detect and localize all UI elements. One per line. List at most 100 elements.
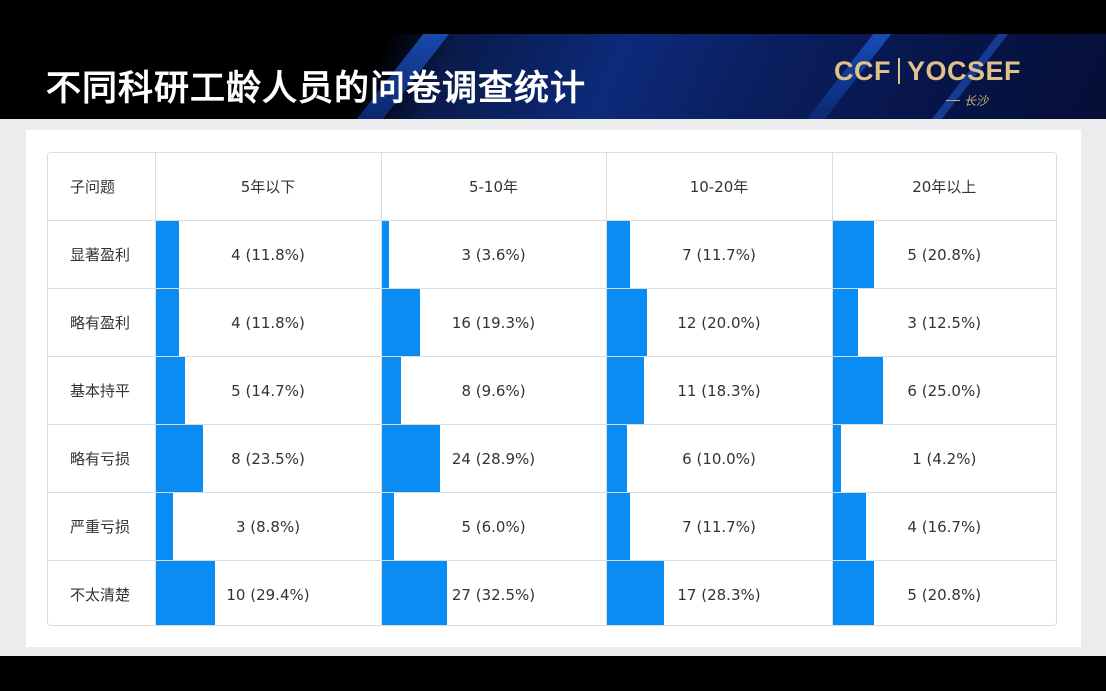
cell-value: 4 (11.8%) <box>231 313 305 332</box>
page-title: 不同科研工龄人员的问卷调查统计 <box>46 69 587 109</box>
column-header: 5-10年 <box>381 153 607 221</box>
cell-value: 3 (12.5%) <box>907 313 982 332</box>
column-header: 子问题 <box>48 153 156 221</box>
data-cell: 7 (11.7%) <box>606 220 833 289</box>
ccf-yocsef-logo: CCF YOCSEF 长沙 <box>834 56 1099 119</box>
table-row: 略有亏损 8 (23.5%) 24 (28.9%) 6 (10.0%) 1 (4.2%) <box>48 424 1056 493</box>
column-header: 10-20年 <box>606 153 833 221</box>
data-cell: 4 (16.7%) <box>832 492 1056 561</box>
data-cell: 3 (3.6%) <box>381 220 607 289</box>
share-bar <box>832 357 883 424</box>
data-cell: 5 (20.8%) <box>832 220 1056 289</box>
cell-value: 11 (18.3%) <box>677 381 761 400</box>
share-bar <box>606 357 644 424</box>
share-bar <box>155 561 216 625</box>
cell-value: 12 (20.0%) <box>677 313 761 332</box>
logo-ccf-text: CCF <box>834 56 891 86</box>
table-row: 严重亏损 3 (8.8%) 5 (6.0%) 7 (11.7%) 4 (16.7%) <box>48 492 1056 561</box>
column-header: 20年以上 <box>832 153 1056 221</box>
share-bar <box>381 289 421 356</box>
share-bar <box>832 221 875 288</box>
data-cell: 4 (11.8%) <box>155 288 382 357</box>
data-cell: 4 (11.8%) <box>155 220 382 289</box>
cell-value: 5 (6.0%) <box>461 517 526 536</box>
share-bar <box>606 493 631 560</box>
share-bar <box>606 425 627 492</box>
logo-subtitle: 长沙 <box>942 92 988 109</box>
share-bar <box>606 561 664 625</box>
cell-value: 17 (28.3%) <box>677 585 761 604</box>
row-label: 略有盈利 <box>48 288 156 357</box>
column-header: 5年以下 <box>155 153 382 221</box>
cell-value: 24 (28.9%) <box>451 449 536 468</box>
data-cell: 7 (11.7%) <box>606 492 833 561</box>
cell-value: 5 (14.7%) <box>231 381 305 400</box>
cell-value: 1 (4.2%) <box>912 449 977 468</box>
share-bar <box>155 221 180 288</box>
survey-table: 子问题 5年以下 5-10年 10-20年 20年以上 显著盈利 4 (11.8%… <box>47 152 1057 626</box>
cell-value: 16 (19.3%) <box>451 313 536 332</box>
data-cell: 5 (20.8%) <box>832 561 1056 625</box>
logo-yocsef-text: YOCSEF <box>907 56 1022 86</box>
data-cell: 6 (25.0%) <box>832 356 1056 425</box>
data-cell: 10 (29.4%) <box>155 560 382 625</box>
cell-value: 3 (8.8%) <box>235 517 301 536</box>
share-bar <box>381 561 448 625</box>
data-cell: 1 (4.2%) <box>832 424 1056 493</box>
data-cell: 16 (19.3%) <box>381 288 607 357</box>
share-bar <box>381 425 440 492</box>
share-bar <box>381 493 394 560</box>
cell-value: 3 (3.6%) <box>461 245 526 264</box>
slide-header: 不同科研工龄人员的问卷调查统计 CCF YOCSEF 长沙 <box>0 34 1106 119</box>
share-bar <box>155 425 204 492</box>
table-row: 基本持平 5 (14.7%) 8 (9.6%) 11 (18.3%) 6 (25.0%) <box>48 356 1056 425</box>
row-label: 略有亏损 <box>48 424 156 493</box>
data-cell: 24 (28.9%) <box>381 424 607 493</box>
row-label: 基本持平 <box>48 356 156 425</box>
share-bar <box>381 357 401 424</box>
share-bar <box>155 289 180 356</box>
data-cell: 5 (6.0%) <box>381 492 607 561</box>
cell-value: 27 (32.5%) <box>451 585 536 604</box>
share-bar <box>832 425 841 492</box>
cell-value: 5 (20.8%) <box>907 585 982 604</box>
row-label: 显著盈利 <box>48 220 156 289</box>
table-row: 略有盈利 4 (11.8%) 16 (19.3%) 12 (20.0%) 3 (12.5… <box>48 288 1056 357</box>
cell-value: 7 (11.7%) <box>682 517 756 536</box>
top-letterbox <box>0 0 1106 34</box>
data-cell: 6 (10.0%) <box>606 424 833 493</box>
share-bar <box>832 493 867 560</box>
cell-value: 10 (29.4%) <box>226 585 310 604</box>
cell-value: 6 (10.0%) <box>682 449 756 468</box>
slide-body: 子问题 5年以下 5-10年 10-20年 20年以上 显著盈利 4 (11.8%… <box>0 119 1106 656</box>
share-bar <box>606 289 647 356</box>
share-bar <box>155 357 186 424</box>
cell-value: 4 (11.8%) <box>231 245 305 264</box>
cell-value: 5 (20.8%) <box>907 245 982 264</box>
data-cell: 5 (14.7%) <box>155 356 382 425</box>
data-cell: 8 (23.5%) <box>155 424 382 493</box>
cell-value: 8 (9.6%) <box>461 381 526 400</box>
bottom-letterbox <box>0 656 1106 691</box>
row-label: 不太清楚 <box>48 560 156 625</box>
data-cell: 3 (12.5%) <box>832 288 1056 357</box>
logo-city-text: 长沙 <box>964 94 989 108</box>
cell-value: 8 (23.5%) <box>231 449 305 468</box>
share-bar <box>606 221 631 288</box>
cell-value: 6 (25.0%) <box>907 381 982 400</box>
cell-value: 7 (11.7%) <box>682 245 756 264</box>
data-cell: 11 (18.3%) <box>606 356 833 425</box>
logo-divider <box>898 58 900 84</box>
share-bar <box>381 221 389 288</box>
data-cell: 17 (28.3%) <box>606 560 833 625</box>
data-cell: 12 (20.0%) <box>606 288 833 357</box>
table-card: 子问题 5年以下 5-10年 10-20年 20年以上 显著盈利 4 (11.8%… <box>26 130 1081 647</box>
data-cell: 27 (32.5%) <box>381 560 607 625</box>
data-cell: 8 (9.6%) <box>381 356 607 425</box>
table-row: 显著盈利 4 (11.8%) 3 (3.6%) 7 (11.7%) 5 (20.8%) <box>48 220 1056 289</box>
table-row: 不太清楚 10 (29.4%) 27 (32.5%) 17 (28.3%) 5 (20.… <box>48 560 1056 625</box>
share-bar <box>155 493 174 560</box>
share-bar <box>832 289 858 356</box>
row-label: 严重亏损 <box>48 492 156 561</box>
share-bar <box>832 561 875 625</box>
